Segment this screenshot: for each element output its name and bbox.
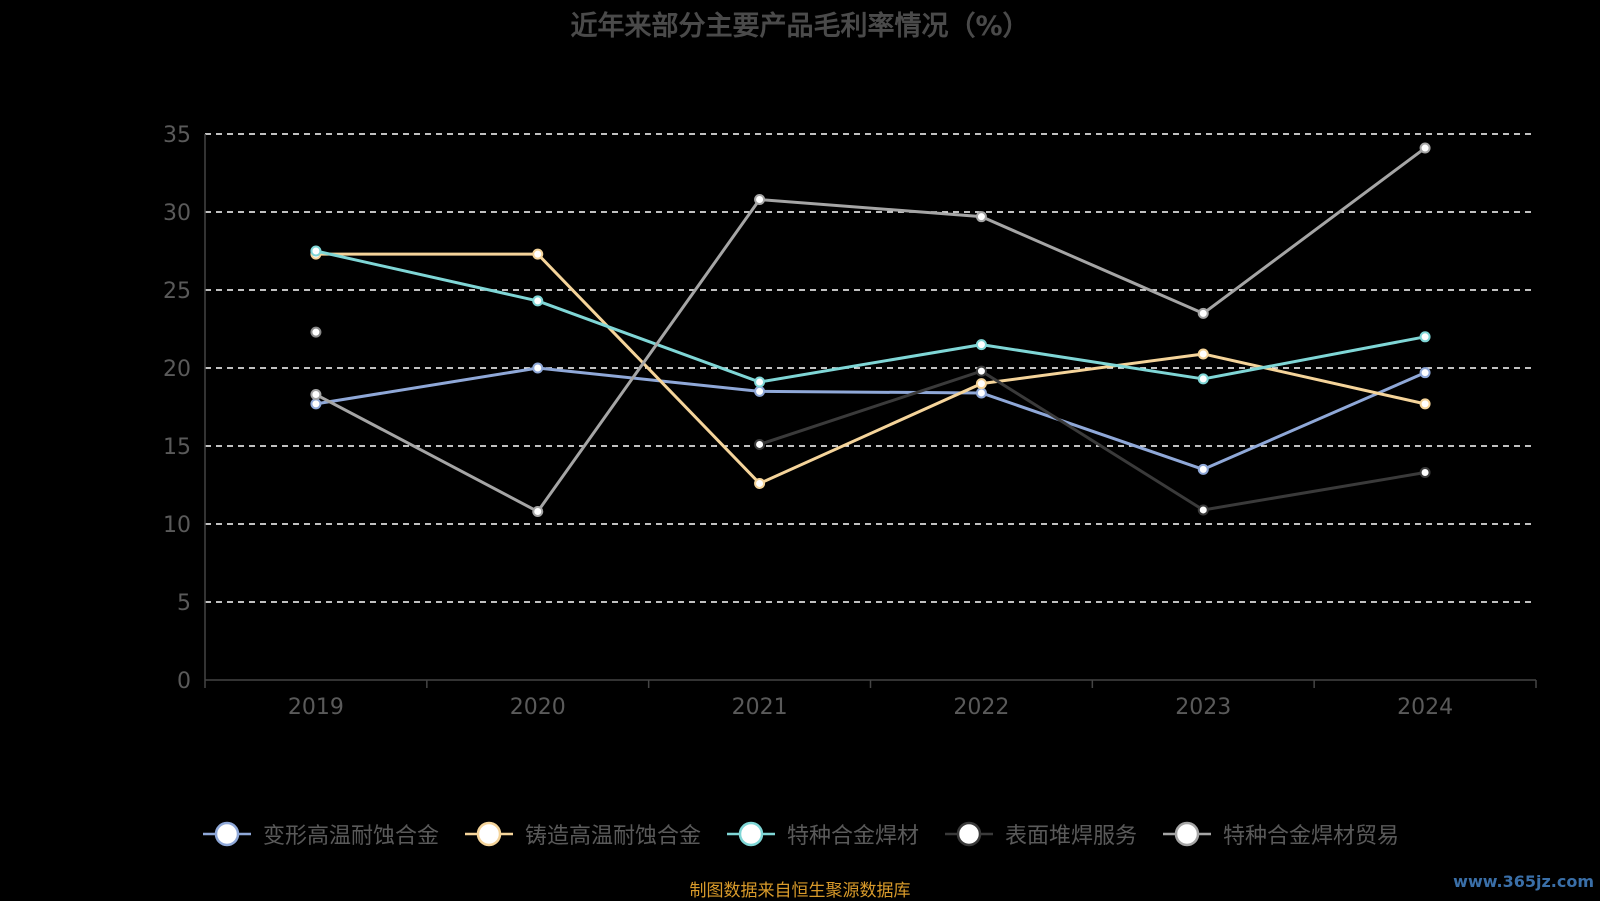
legend-item[interactable]: 表面堆焊服务 <box>943 818 1137 850</box>
y-tick-label: 5 <box>177 591 191 616</box>
data-point <box>310 326 322 338</box>
legend-item[interactable]: 变形高温耐蚀合金 <box>201 818 439 850</box>
data-point <box>532 295 544 307</box>
data-point <box>532 362 544 374</box>
data-point <box>532 506 544 518</box>
data-point <box>1197 463 1209 475</box>
data-point <box>1197 307 1209 319</box>
x-tick-label: 2020 <box>510 695 566 720</box>
x-tick-label: 2021 <box>732 695 788 720</box>
series-line <box>315 252 1426 485</box>
data-point <box>975 387 987 399</box>
legend-marker-icon <box>464 821 513 847</box>
series-1 <box>310 362 1431 475</box>
grid-layer <box>205 133 1536 603</box>
y-tick-label: 10 <box>163 513 191 538</box>
data-point <box>1419 142 1431 154</box>
data-point <box>975 378 987 390</box>
series-layer <box>310 142 1431 518</box>
data-point <box>310 398 322 410</box>
axis-layer: 0 5 10 15 20 25 30 35 2019 2020 2021 2022 2023 2024 <box>163 123 1537 720</box>
x-tick-label: 2022 <box>953 695 1009 720</box>
chart-title: 近年来部分主要产品毛利率情况（%） <box>570 11 1030 42</box>
legend-item[interactable]: 特种合金焊材贸易 <box>1161 818 1399 850</box>
data-point <box>975 365 987 377</box>
data-point <box>754 438 766 450</box>
data-point <box>1197 348 1209 360</box>
series-2 <box>310 248 1431 489</box>
series-5 <box>310 142 1431 518</box>
data-point <box>975 339 987 351</box>
data-point <box>1197 373 1209 385</box>
legend-label: 特种合金焊材贸易 <box>1223 824 1400 849</box>
legend-item[interactable]: 铸造高温耐蚀合金 <box>463 818 701 850</box>
data-point <box>310 245 322 257</box>
series-3 <box>310 245 1431 388</box>
legend-marker-icon <box>726 821 775 847</box>
data-point <box>754 477 766 489</box>
series-line <box>759 369 1426 512</box>
data-point <box>1197 504 1209 516</box>
data-point <box>754 376 766 388</box>
x-tick-label: 2019 <box>288 695 344 720</box>
legend-item[interactable]: 特种合金焊材 <box>725 818 919 850</box>
data-point <box>532 248 544 260</box>
watermark: www.365jz.com <box>1453 872 1594 891</box>
legend-marker-icon <box>202 821 251 847</box>
legend-label: 特种合金焊材 <box>786 824 919 849</box>
data-point <box>1419 331 1431 343</box>
series-4 <box>754 365 1431 516</box>
x-tick-label: 2024 <box>1397 695 1453 720</box>
series-line <box>315 146 1426 514</box>
y-tick-label: 20 <box>163 357 191 382</box>
legend-marker-icon <box>1163 821 1212 847</box>
legend-marker-icon <box>945 821 993 847</box>
legend-label: 变形高温耐蚀合金 <box>262 824 439 849</box>
series-line <box>315 366 1426 471</box>
data-point <box>754 385 766 397</box>
series-line <box>315 249 1426 384</box>
legend-label: 铸造高温耐蚀合金 <box>524 824 701 849</box>
y-tick-label: 15 <box>163 435 191 460</box>
data-point <box>1419 367 1431 379</box>
y-tick-label: 25 <box>163 279 191 304</box>
data-point <box>310 389 322 401</box>
y-tick-label: 30 <box>163 201 191 226</box>
data-point <box>975 211 987 223</box>
data-point <box>1419 467 1431 479</box>
y-tick-label: 35 <box>163 123 191 148</box>
source-note: 制图数据来自恒生聚源数据库 <box>689 881 911 901</box>
legend: 变形高温耐蚀合金 铸造高温耐蚀合金 特种合金焊材 表面堆焊服务 特种合金焊材贸易 <box>0 818 1600 850</box>
y-tick-label: 0 <box>177 669 191 694</box>
x-tick-label: 2023 <box>1175 695 1231 720</box>
data-point <box>1419 398 1431 410</box>
data-point <box>754 194 766 206</box>
legend-label: 表面堆焊服务 <box>1005 824 1138 849</box>
